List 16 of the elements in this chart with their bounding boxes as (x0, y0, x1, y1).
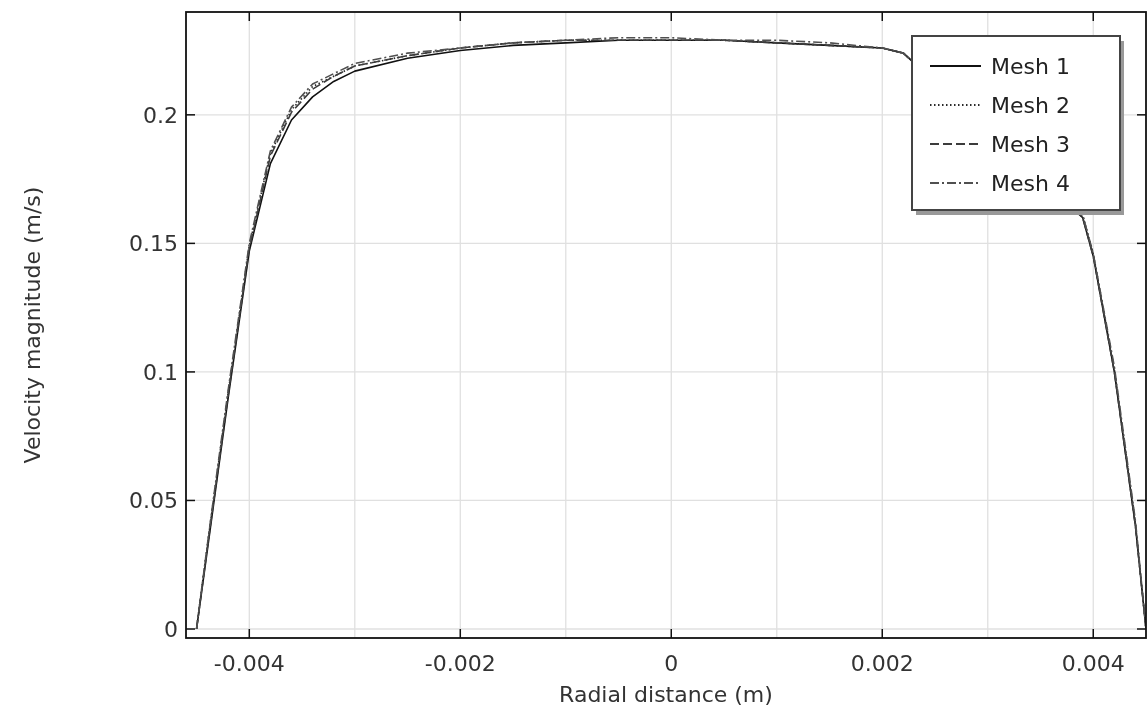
y-tick-label: 0.2 (143, 102, 178, 128)
x-tick-label: 0 (664, 651, 679, 676)
legend-label: Mesh 2 (991, 92, 1070, 118)
legend-label: Mesh 1 (991, 53, 1070, 79)
y-tick-label: 0.15 (129, 231, 178, 257)
x-tick-label: 0.002 (850, 651, 914, 676)
x-tick-label: -0.002 (424, 651, 496, 676)
y-axis-title: Velocity magnitude (m/s) (20, 186, 45, 464)
x-tick-label: -0.004 (213, 651, 285, 676)
y-tick-label: 0.1 (143, 359, 178, 385)
y-tick-label: 0.05 (129, 488, 178, 514)
y-tick-label: 0 (164, 616, 178, 642)
x-axis-title: Radial distance (m) (559, 682, 773, 707)
x-tick-label: 0.004 (1061, 651, 1125, 676)
legend-label: Mesh 4 (991, 170, 1070, 196)
legend-label: Mesh 3 (991, 131, 1070, 157)
